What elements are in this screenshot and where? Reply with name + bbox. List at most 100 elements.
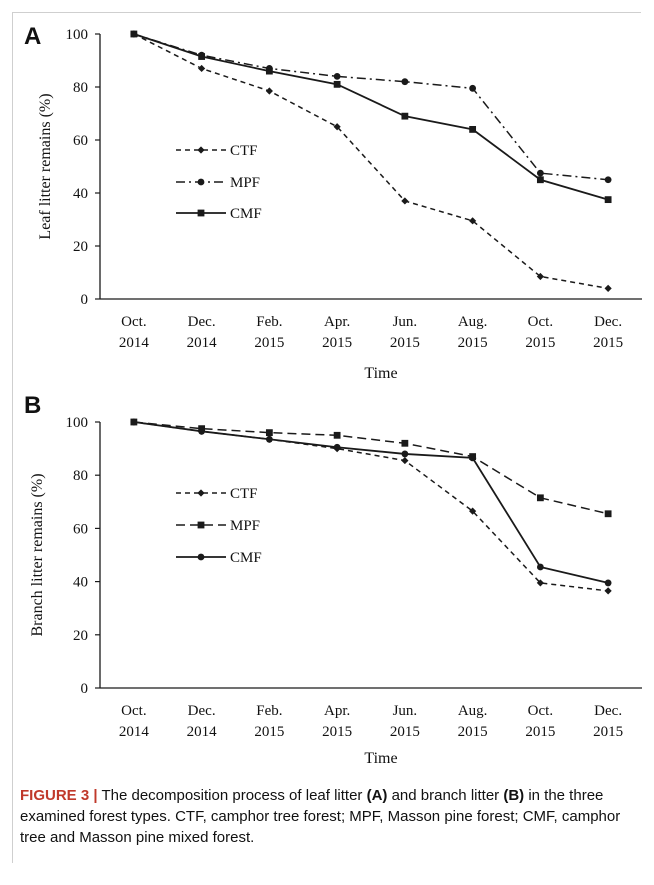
data-point-cmf-b <box>130 418 138 426</box>
legend-marker-ctf-a <box>197 146 205 154</box>
y-tick-label-b: 60 <box>73 521 88 537</box>
data-point-mpf-a <box>536 169 544 177</box>
x-tick-year-b: 2015 <box>322 724 352 740</box>
data-point-mpf-b <box>401 439 409 447</box>
x-tick-label-a: Dec. <box>594 314 622 330</box>
x-tick-year-b: 2015 <box>390 724 420 740</box>
legend-label-cmf-b: CMF <box>230 550 262 566</box>
caption-panel-b: (B) <box>503 787 525 804</box>
legend-label-cmf-a: CMF <box>230 206 262 222</box>
data-point-cmf-a <box>536 176 544 184</box>
x-axis-title-b: Time <box>364 750 397 767</box>
y-tick-label-a: 0 <box>81 292 89 308</box>
data-point-ctf-b <box>536 579 544 587</box>
x-axis-title-a: Time <box>364 365 397 382</box>
x-tick-year-a: 2014 <box>119 335 150 351</box>
data-point-ctf-a <box>469 217 477 225</box>
x-tick-label-a: Dec. <box>188 314 216 330</box>
caption-panel-a: (A) <box>366 787 388 804</box>
x-tick-year-b: 2015 <box>458 724 488 740</box>
x-tick-year-b: 2014 <box>119 724 150 740</box>
data-point-ctf-a <box>265 87 273 95</box>
legend-label-mpf-b: MPF <box>230 518 260 534</box>
panel-label-a: A <box>24 23 41 50</box>
data-point-ctf-b <box>469 507 477 515</box>
series-line-ctf-a <box>133 33 609 290</box>
panel-label-b: B <box>24 392 41 419</box>
data-point-ctf-b <box>401 456 409 465</box>
x-tick-label-a: Oct. <box>528 314 553 330</box>
data-point-ctf-a <box>604 284 612 292</box>
series-line-cmf-b <box>133 421 609 584</box>
data-point-mpf-b <box>333 431 341 439</box>
data-point-cmf-a <box>469 126 477 133</box>
y-axis-title-a: Leaf litter remains (%) <box>37 93 54 239</box>
x-tick-label-b: Oct. <box>121 703 146 719</box>
y-axis-title-b: Branch litter remains (%) <box>29 473 46 636</box>
x-tick-label-b: Oct. <box>528 703 553 719</box>
series-line-mpf-b <box>133 421 609 515</box>
x-tick-year-a: 2015 <box>390 335 420 351</box>
caption-text-3: in the three examined forest types. CTF,… <box>20 787 621 846</box>
data-point-mpf-b <box>604 510 612 518</box>
data-point-cmf-a <box>198 53 206 60</box>
x-tick-year-a: 2015 <box>593 335 623 351</box>
x-tick-year-b: 2015 <box>593 724 623 740</box>
y-tick-label-a: 60 <box>73 133 88 149</box>
y-tick-label-a: 20 <box>73 239 88 255</box>
x-tick-label-a: Oct. <box>121 314 146 330</box>
data-point-cmf-a <box>604 196 612 204</box>
data-point-ctf-a <box>401 197 409 205</box>
data-point-cmf-a <box>265 67 273 75</box>
x-tick-label-b: Feb. <box>256 703 282 719</box>
y-tick-label-b: 100 <box>66 415 89 431</box>
y-tick-label-b: 0 <box>81 681 89 697</box>
x-tick-label-b: Jun. <box>393 703 418 719</box>
legend-marker-mpf-b <box>197 521 205 529</box>
y-tick-label-b: 40 <box>73 575 88 591</box>
data-point-mpf-a <box>333 73 341 80</box>
legend-marker-mpf-a <box>197 178 205 186</box>
data-point-cmf-b <box>401 450 409 458</box>
x-tick-label-a: Aug. <box>458 314 488 330</box>
caption-text-1: The decomposition process of leaf litter <box>97 787 367 804</box>
x-tick-year-b: 2015 <box>525 724 555 740</box>
y-tick-label-a: 100 <box>66 27 89 43</box>
data-point-mpf-b <box>536 494 544 502</box>
data-point-ctf-b <box>604 587 612 595</box>
legend-label-mpf-a: MPF <box>230 175 260 191</box>
data-point-ctf-a <box>333 123 341 131</box>
data-point-cmf-a <box>401 112 409 120</box>
x-tick-year-b: 2014 <box>187 724 218 740</box>
x-tick-year-a: 2014 <box>187 335 218 351</box>
data-point-mpf-a <box>604 176 612 184</box>
data-point-cmf-b <box>604 579 612 587</box>
x-tick-label-a: Apr. <box>324 314 350 330</box>
data-point-cmf-a <box>130 30 138 38</box>
data-point-cmf-a <box>333 80 341 88</box>
x-tick-label-a: Feb. <box>256 314 282 330</box>
x-tick-year-b: 2015 <box>254 724 284 740</box>
data-point-cmf-b <box>536 563 544 571</box>
x-tick-label-a: Jun. <box>393 314 418 330</box>
x-tick-year-a: 2015 <box>458 335 488 351</box>
data-point-cmf-b <box>265 435 273 443</box>
data-point-mpf-b <box>265 429 273 437</box>
legend-label-ctf-b: CTF <box>230 486 258 502</box>
x-tick-year-a: 2015 <box>525 335 555 351</box>
legend-marker-cmf-a <box>197 209 205 217</box>
y-tick-label-b: 20 <box>73 628 88 644</box>
x-tick-label-b: Dec. <box>188 703 216 719</box>
y-tick-label-b: 80 <box>73 468 88 484</box>
legend-marker-ctf-b <box>197 489 205 497</box>
x-tick-year-a: 2015 <box>254 335 284 351</box>
data-point-mpf-a <box>401 78 409 86</box>
figure-caption: FIGURE 3 | The decomposition process of … <box>20 785 635 848</box>
data-point-ctf-a <box>536 272 544 281</box>
y-tick-label-a: 80 <box>73 80 88 96</box>
chart-area: A 0 20 40 60 80 100 Oct. 2014 Dec. 2014 Feb. 2015 Apr… <box>24 23 642 767</box>
caption-separator: | <box>93 787 98 804</box>
legend-label-ctf-a: CTF <box>230 143 258 159</box>
x-tick-label-b: Apr. <box>324 703 350 719</box>
